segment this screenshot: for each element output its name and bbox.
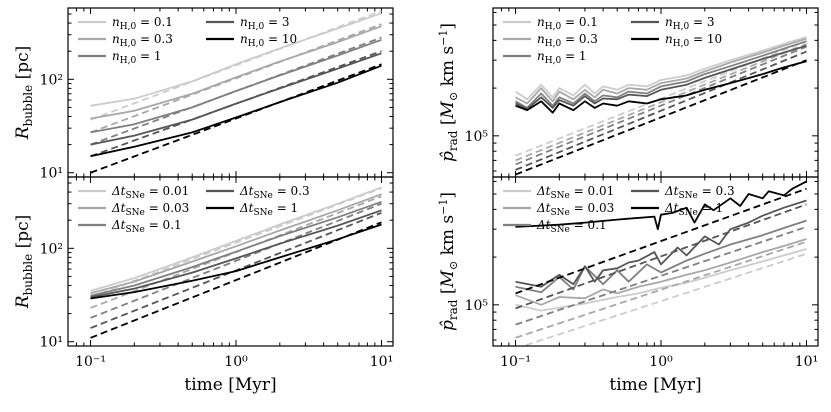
legend: nH,0 = 0.1nH,0 = 0.3nH,0 = 1 nH,0 = 3nH,0… (503, 15, 722, 66)
x-tick-label: 10⁻¹ (75, 354, 106, 370)
analytic-line-3 (515, 50, 807, 171)
analytic-line-4 (515, 59, 807, 176)
series-line-1 (90, 193, 382, 295)
analytic-line-4 (515, 187, 807, 295)
series-line-3 (515, 44, 807, 110)
y-tick-label: 10¹ (40, 166, 63, 182)
legend-label-4: ΔtSNe = 1 (664, 201, 723, 218)
panel-bottom-right: 10⁵ 10⁻¹ 10⁰ 10¹ p̂rad [M⊙ km s−1] time [Myr]… (437, 176, 819, 395)
x-tick-label: 10⁰ (224, 354, 248, 370)
legend: nH,0 = 0.1nH,0 = 0.3nH,0 = 1 nH,0 = 3nH,0… (78, 15, 297, 66)
analytic-line-4 (90, 221, 382, 339)
series-group (515, 36, 807, 176)
series-line-1 (90, 25, 382, 120)
analytic-line-1 (90, 23, 382, 134)
x-tick-label: 10¹ (370, 354, 393, 370)
legend-label-3: ΔtSNe = 0.3 (239, 184, 310, 201)
analytic-line-1 (515, 43, 807, 162)
legend-label-4: nH,0 = 10 (240, 32, 297, 49)
analytic-line-0 (90, 187, 382, 298)
legend-label-3: nH,0 = 3 (240, 15, 290, 32)
legend-label-0: ΔtSNe = 0.01 (111, 184, 189, 201)
series-line-1 (515, 238, 807, 306)
y-axis-label: Rbubble [pc] (13, 215, 35, 310)
legend-label-2: ΔtSNe = 0.1 (111, 218, 182, 235)
y-axis-label: Rbubble [pc] (13, 46, 35, 141)
legend-label-2: nH,0 = 1 (112, 49, 162, 66)
x-axis-label: time [Myr] (609, 375, 701, 395)
y-tick-label: 10² (40, 241, 63, 257)
legend-label-1: ΔtSNe = 0.03 (536, 201, 614, 218)
legend-label-1: nH,0 = 0.3 (112, 32, 173, 49)
analytic-line-4 (90, 63, 382, 174)
y-tick-label: 10⁵ (465, 298, 489, 314)
series-line-0 (515, 248, 807, 312)
y-axis-label: p̂rad [M⊙ km s−1] (437, 192, 460, 331)
legend-label-3: nH,0 = 3 (665, 15, 715, 32)
series-group (90, 10, 382, 174)
legend-label-4: nH,0 = 10 (665, 32, 722, 49)
x-tick-label: 10⁻¹ (500, 354, 531, 370)
series-line-0 (90, 186, 382, 292)
analytic-line-0 (520, 252, 807, 346)
series-line-3 (90, 209, 382, 299)
analytic-line-3 (515, 203, 807, 310)
y-axis-label: p̂rad [M⊙ km s−1] (437, 23, 460, 162)
series-line-3 (515, 199, 807, 288)
x-tick-label: 10⁰ (649, 354, 673, 370)
series-line-2 (515, 40, 807, 109)
series-line-2 (90, 38, 382, 134)
series-line-4 (90, 64, 382, 158)
series-group (90, 186, 382, 339)
legend-label-1: nH,0 = 0.3 (537, 32, 598, 49)
analytic-line-2 (515, 226, 807, 326)
series-line-0 (515, 36, 807, 101)
legend-label-1: ΔtSNe = 0.03 (111, 201, 189, 218)
axes-frame (492, 176, 819, 347)
series-line-1 (515, 37, 807, 105)
legend-label-2: nH,0 = 1 (537, 49, 587, 66)
series-line-4 (515, 60, 807, 114)
legend-label-2: ΔtSNe = 0.1 (536, 218, 607, 235)
legend-label-0: nH,0 = 0.1 (537, 15, 598, 32)
series-line-3 (90, 52, 382, 146)
analytic-line-2 (90, 202, 382, 319)
axes-frame (67, 176, 394, 347)
x-axis-label: time [Myr] (184, 375, 276, 395)
panel-bottom-left: 10¹ 10² 10⁻¹ 10⁰ 10¹ Rbubble [pc] time [Myr] Δt… (13, 176, 394, 395)
analytic-line-2 (515, 45, 807, 166)
series-line-4 (515, 180, 807, 231)
analytic-line-1 (515, 240, 807, 339)
y-tick-label: 10¹ (40, 335, 63, 351)
legend-label-0: nH,0 = 0.1 (112, 15, 173, 32)
x-tick-label: 10¹ (795, 354, 818, 370)
analytic-line-0 (90, 10, 382, 121)
y-tick-label: 10⁵ (465, 129, 489, 145)
y-tick-label: 10² (40, 72, 63, 88)
series-line-4 (90, 223, 382, 300)
series-group (515, 180, 807, 346)
legend-label-4: ΔtSNe = 1 (239, 201, 298, 218)
legend-label-0: ΔtSNe = 0.01 (536, 184, 614, 201)
series-line-2 (90, 200, 382, 297)
legend-label-3: ΔtSNe = 0.3 (664, 184, 735, 201)
series-line-0 (90, 12, 382, 107)
panel-top-right: 10⁵ p̂rad [M⊙ km s−1] nH,0 = 0.1nH,0 = 0.3… (437, 7, 819, 178)
series-line-2 (515, 219, 807, 294)
